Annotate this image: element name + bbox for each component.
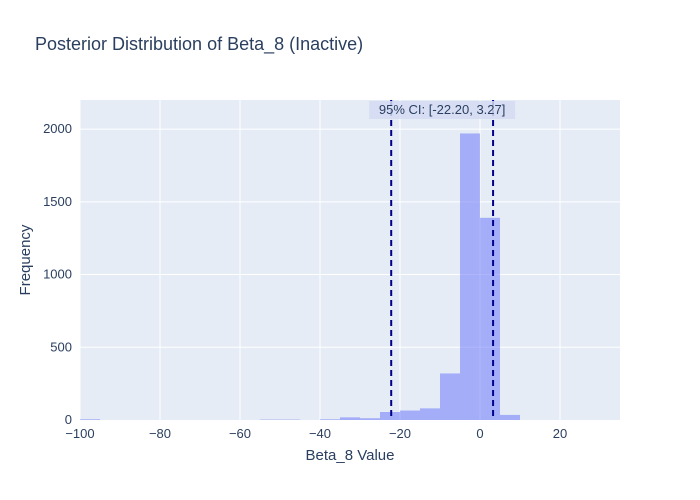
x-tick-label: 20 <box>553 426 567 441</box>
histogram-bar <box>440 373 460 420</box>
credible-interval-lines <box>390 100 495 420</box>
histogram-bars <box>80 133 520 421</box>
x-tick-label: −20 <box>389 426 411 441</box>
histogram-bar <box>400 410 420 420</box>
x-tick-label: −40 <box>309 426 331 441</box>
x-axis-title: Beta_8 Value <box>306 447 395 464</box>
plot-area <box>80 100 620 420</box>
ci-annotation-background <box>369 101 516 119</box>
y-tick-label: 0 <box>65 412 72 427</box>
y-tick-label: 500 <box>50 339 72 354</box>
histogram-bar <box>360 418 380 420</box>
histogram-bar <box>80 419 100 420</box>
histogram-bar <box>460 133 480 421</box>
ci-annotation: 95% CI: [-22.20, 3.27] <box>379 102 505 117</box>
histogram-bar <box>320 419 340 420</box>
y-axis-title: Frequency <box>17 224 34 295</box>
x-tick-label: −60 <box>229 426 251 441</box>
histogram-bar <box>500 414 520 420</box>
y-tick-label: 1500 <box>43 194 72 209</box>
x-tick-label: −80 <box>149 426 171 441</box>
y-tick-label: 1000 <box>43 267 72 282</box>
y-axis-ticks: 0 500 1000 1500 2000 <box>43 121 72 427</box>
histogram-bar <box>420 408 440 420</box>
x-tick-label: −100 <box>65 426 94 441</box>
y-tick-label: 2000 <box>43 121 72 136</box>
x-tick-label: 0 <box>476 426 483 441</box>
histogram-bar <box>480 217 500 420</box>
x-axis-ticks: −100 −80 −60 −40 −20 0 20 <box>65 426 567 441</box>
histogram-bar <box>380 412 400 420</box>
chart-title: Posterior Distribution of Beta_8 (Inacti… <box>35 34 363 55</box>
histogram-bar <box>340 417 360 420</box>
